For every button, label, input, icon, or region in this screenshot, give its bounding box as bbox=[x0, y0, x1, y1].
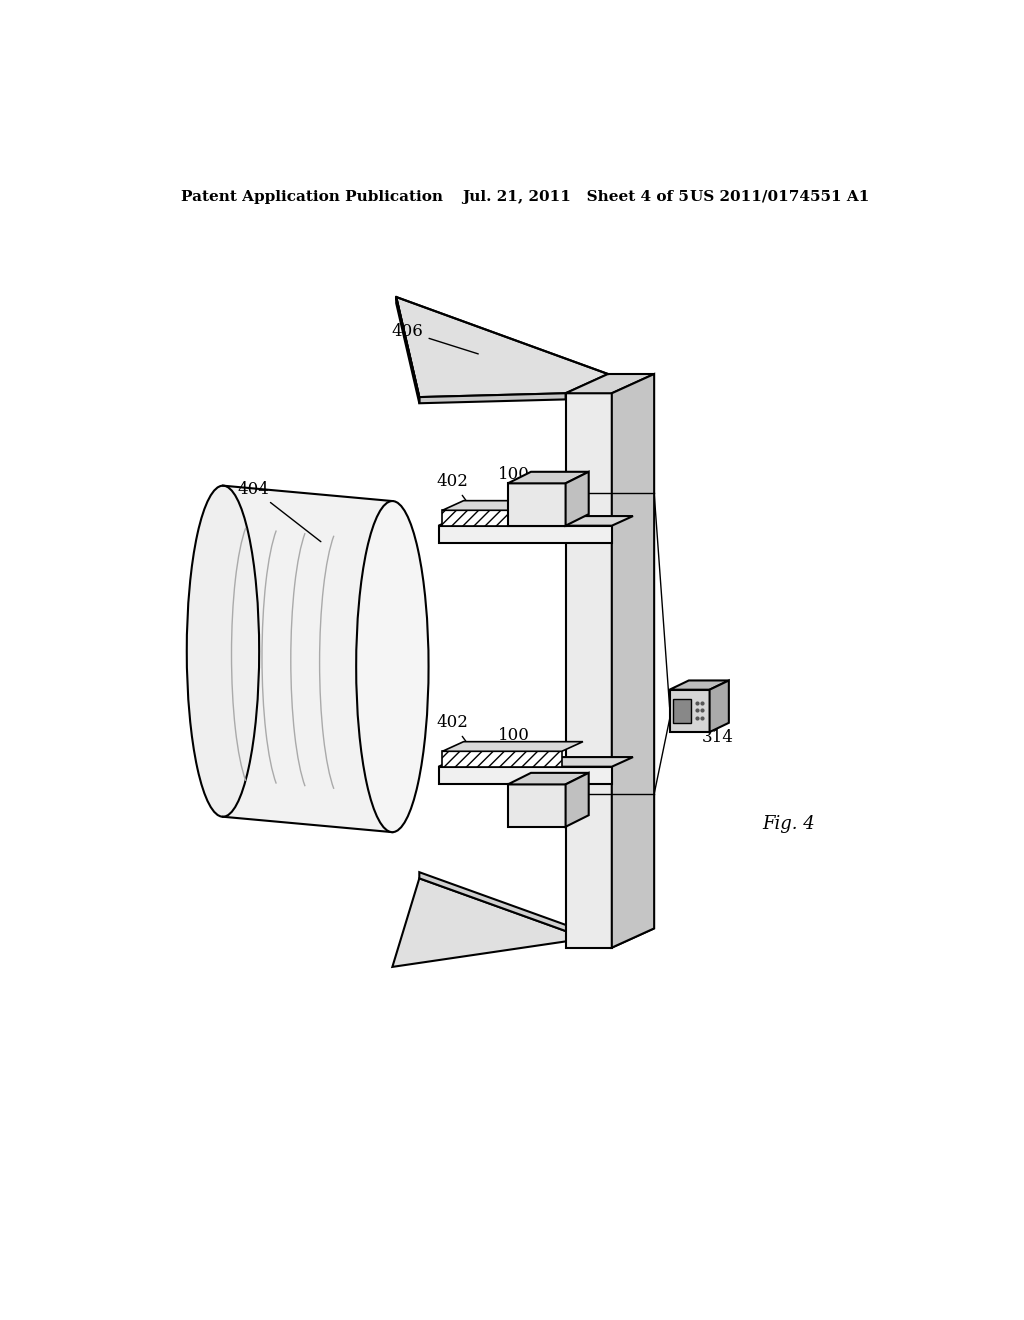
Text: 100: 100 bbox=[498, 727, 530, 768]
Polygon shape bbox=[565, 393, 611, 948]
Polygon shape bbox=[565, 774, 589, 826]
Polygon shape bbox=[442, 742, 583, 751]
Text: Fig. 4: Fig. 4 bbox=[762, 816, 815, 833]
Ellipse shape bbox=[186, 486, 259, 817]
Polygon shape bbox=[670, 689, 710, 733]
Polygon shape bbox=[419, 873, 611, 948]
Polygon shape bbox=[442, 511, 562, 525]
Text: 404: 404 bbox=[238, 480, 321, 541]
Polygon shape bbox=[710, 681, 729, 733]
Ellipse shape bbox=[356, 502, 429, 832]
Polygon shape bbox=[438, 525, 611, 544]
Polygon shape bbox=[442, 500, 583, 511]
Polygon shape bbox=[508, 784, 565, 826]
Polygon shape bbox=[442, 751, 562, 767]
Polygon shape bbox=[419, 393, 565, 404]
Polygon shape bbox=[438, 758, 633, 767]
Polygon shape bbox=[392, 878, 654, 966]
Polygon shape bbox=[611, 374, 654, 948]
Polygon shape bbox=[508, 471, 589, 483]
Text: 406: 406 bbox=[392, 323, 478, 354]
Polygon shape bbox=[438, 767, 611, 784]
Polygon shape bbox=[396, 297, 608, 397]
Text: Jul. 21, 2011   Sheet 4 of 5: Jul. 21, 2011 Sheet 4 of 5 bbox=[462, 190, 688, 203]
Polygon shape bbox=[396, 297, 419, 404]
Polygon shape bbox=[670, 681, 729, 689]
Polygon shape bbox=[565, 471, 589, 525]
Text: Patent Application Publication: Patent Application Publication bbox=[180, 190, 442, 203]
Polygon shape bbox=[223, 486, 392, 832]
Text: US 2011/0174551 A1: US 2011/0174551 A1 bbox=[690, 190, 869, 203]
Text: 100: 100 bbox=[498, 466, 530, 511]
Text: 402: 402 bbox=[436, 714, 475, 755]
Polygon shape bbox=[565, 374, 654, 393]
Polygon shape bbox=[438, 516, 633, 525]
Polygon shape bbox=[508, 483, 565, 525]
Text: 402: 402 bbox=[436, 474, 475, 513]
Polygon shape bbox=[508, 774, 589, 784]
Polygon shape bbox=[673, 700, 691, 723]
Text: 314: 314 bbox=[702, 717, 734, 746]
